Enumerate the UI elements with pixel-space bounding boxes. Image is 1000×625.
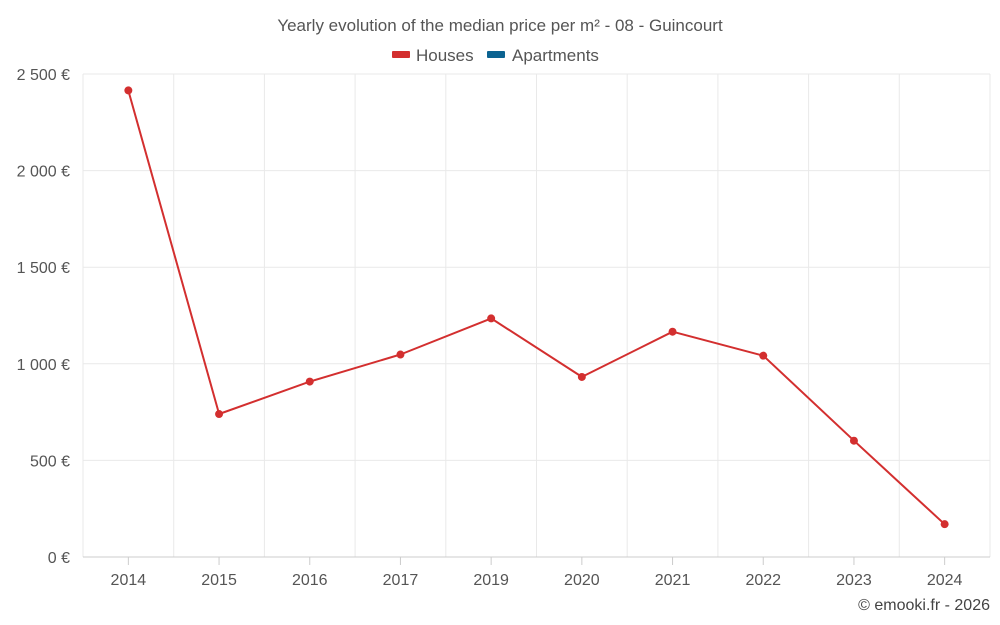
y-tick-label: 500 € bbox=[30, 453, 70, 470]
data-point-houses[interactable] bbox=[124, 86, 133, 95]
x-tick-label: 2014 bbox=[111, 572, 147, 589]
legend-label-houses: Houses bbox=[416, 46, 474, 65]
data-point-houses[interactable] bbox=[487, 314, 496, 323]
data-point-houses[interactable] bbox=[668, 327, 677, 336]
y-tick-label: 2 500 € bbox=[17, 67, 70, 84]
data-point-houses[interactable] bbox=[849, 436, 858, 445]
x-tick-label: 2023 bbox=[836, 572, 872, 589]
x-tick-label: 2020 bbox=[564, 572, 600, 589]
y-axis-ticks: 0 € 500 € 1 000 € 1 500 € 2 000 € 2 500 € bbox=[17, 67, 70, 567]
x-tick-label: 2017 bbox=[383, 572, 419, 589]
x-gridlines bbox=[82, 74, 991, 557]
data-point-houses[interactable] bbox=[305, 377, 314, 386]
x-axis-ticks: 2014 2015 2016 2017 2019 2020 2021 2022 2023 2024 bbox=[111, 557, 963, 589]
y-tick-label: 1 500 € bbox=[17, 260, 70, 277]
series-line-houses bbox=[127, 90, 946, 525]
data-point-houses[interactable] bbox=[215, 410, 224, 419]
legend-label-apartments: Apartments bbox=[512, 46, 599, 65]
chart-title: Yearly evolution of the median price per… bbox=[277, 16, 723, 35]
data-point-houses[interactable] bbox=[759, 351, 768, 360]
data-point-houses[interactable] bbox=[577, 372, 586, 381]
x-tick-label: 2024 bbox=[927, 572, 963, 589]
chart-credit: © emooki.fr - 2026 bbox=[858, 597, 990, 614]
x-tick-label: 2015 bbox=[201, 572, 237, 589]
y-tick-label: 2 000 € bbox=[17, 164, 70, 181]
y-tick-label: 0 € bbox=[48, 550, 70, 567]
x-tick-label: 2022 bbox=[745, 572, 781, 589]
legend-swatch-apartments bbox=[487, 51, 505, 58]
data-point-houses[interactable] bbox=[396, 350, 405, 359]
legend: Houses Apartments bbox=[392, 46, 599, 65]
data-point-houses[interactable] bbox=[940, 520, 949, 529]
x-tick-label: 2019 bbox=[473, 572, 509, 589]
x-tick-label: 2021 bbox=[655, 572, 691, 589]
series-houses bbox=[124, 86, 949, 529]
y-tick-label: 1 000 € bbox=[17, 357, 70, 374]
legend-swatch-houses bbox=[392, 51, 410, 58]
legend-item-apartments[interactable]: Apartments bbox=[487, 46, 599, 65]
legend-item-houses[interactable]: Houses bbox=[392, 46, 474, 65]
x-tick-label: 2016 bbox=[292, 572, 328, 589]
